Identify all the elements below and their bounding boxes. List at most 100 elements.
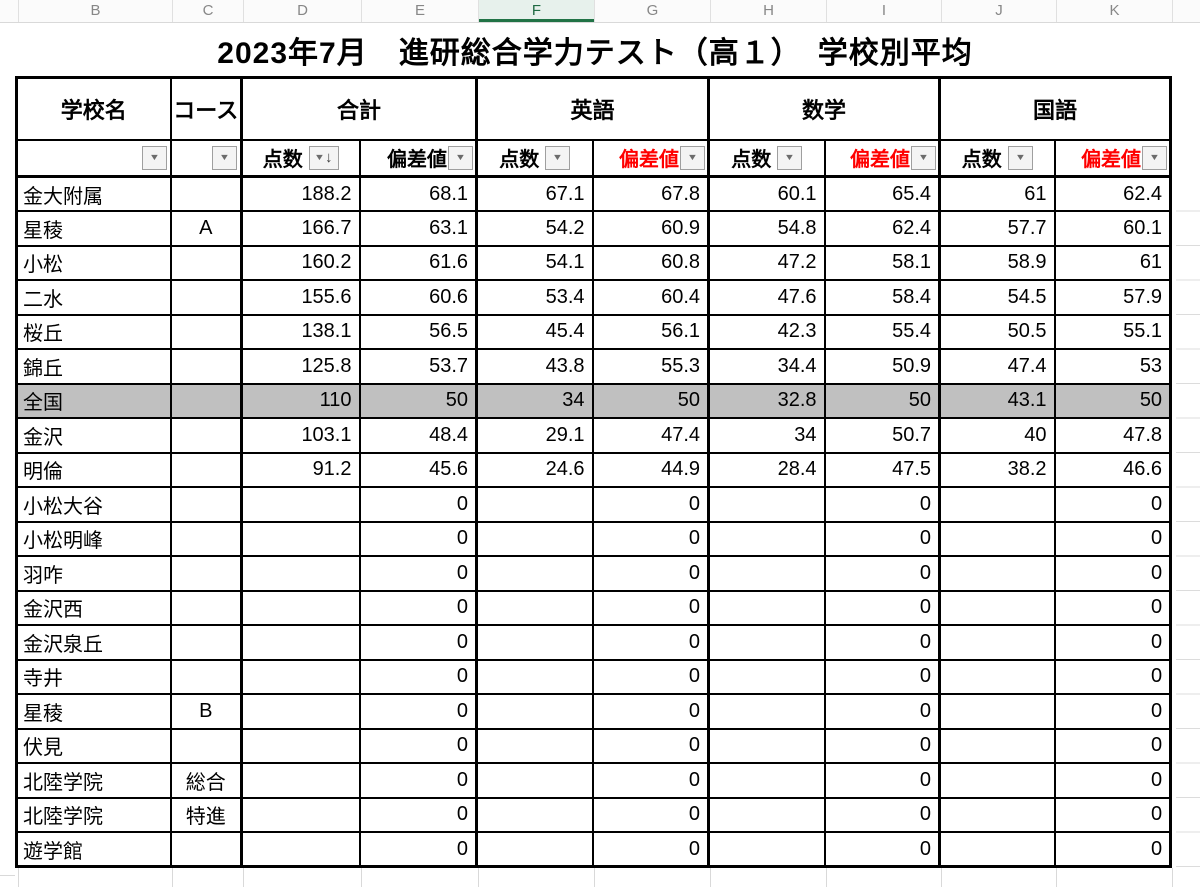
deviation-cell[interactable]: 0 (591, 624, 710, 661)
school-cell[interactable]: 伏見 (15, 727, 172, 764)
school-cell[interactable]: 金沢 (15, 417, 172, 454)
score-cell[interactable] (475, 796, 594, 833)
deviation-cell[interactable]: 0 (591, 762, 710, 799)
school-cell[interactable]: 金大附属 (15, 175, 172, 212)
deviation-cell[interactable]: 62.4 (1053, 175, 1172, 212)
deviation-cell[interactable]: 0 (823, 727, 941, 764)
score-cell[interactable]: 125.8 (240, 348, 361, 385)
deviation-cell[interactable]: 0 (358, 762, 478, 799)
course-cell[interactable] (169, 279, 243, 316)
score-cell[interactable] (938, 555, 1056, 592)
deviation-cell[interactable]: 0 (823, 831, 941, 868)
deviation-cell[interactable]: 50 (591, 382, 710, 419)
score-cell[interactable]: 103.1 (240, 417, 361, 454)
score-cell[interactable] (475, 555, 594, 592)
score-cell[interactable] (475, 693, 594, 730)
score-cell[interactable] (240, 624, 361, 661)
score-cell[interactable]: 47.4 (938, 348, 1056, 385)
deviation-cell[interactable]: 55.4 (823, 313, 941, 350)
score-cell[interactable]: 40 (938, 417, 1056, 454)
score-cell[interactable] (240, 520, 361, 557)
deviation-cell[interactable]: 0 (591, 658, 710, 695)
school-cell[interactable]: 金沢西 (15, 589, 172, 626)
score-cell[interactable]: 50.5 (938, 313, 1056, 350)
school-cell[interactable]: 星稜 (15, 693, 172, 730)
filter-button-english-score[interactable]: ▼ (545, 145, 571, 170)
deviation-cell[interactable]: 46.6 (1053, 451, 1172, 488)
score-cell[interactable] (240, 693, 361, 730)
deviation-cell[interactable]: 0 (1053, 486, 1172, 523)
school-cell[interactable]: 小松大谷 (15, 486, 172, 523)
score-cell[interactable] (707, 693, 826, 730)
course-cell[interactable] (169, 175, 243, 212)
deviation-cell[interactable]: 53 (1053, 348, 1172, 385)
score-cell[interactable] (707, 520, 826, 557)
deviation-cell[interactable]: 0 (591, 520, 710, 557)
deviation-cell[interactable]: 0 (823, 762, 941, 799)
score-cell[interactable] (707, 624, 826, 661)
score-cell[interactable]: 54.1 (475, 244, 594, 281)
deviation-cell[interactable]: 56.1 (591, 313, 710, 350)
deviation-cell[interactable]: 0 (358, 589, 478, 626)
score-cell[interactable] (938, 658, 1056, 695)
score-cell[interactable]: 138.1 (240, 313, 361, 350)
score-cell[interactable]: 91.2 (240, 451, 361, 488)
deviation-cell[interactable]: 0 (358, 520, 478, 557)
score-cell[interactable] (240, 727, 361, 764)
score-cell[interactable]: 34 (707, 417, 826, 454)
filter-button-japanese-dev[interactable]: ▼ (1142, 145, 1168, 170)
score-cell[interactable] (475, 658, 594, 695)
school-cell[interactable]: 北陸学院 (15, 762, 172, 799)
school-cell[interactable]: 全国 (15, 382, 172, 419)
course-cell[interactable] (169, 831, 243, 868)
column-header-C[interactable]: C (172, 0, 243, 22)
score-cell[interactable] (475, 831, 594, 868)
school-cell[interactable]: 小松 (15, 244, 172, 281)
school-cell[interactable]: 星稜 (15, 210, 172, 247)
score-cell[interactable]: 58.9 (938, 244, 1056, 281)
deviation-cell[interactable]: 0 (823, 658, 941, 695)
deviation-cell[interactable]: 0 (1053, 658, 1172, 695)
course-cell[interactable]: 特進 (169, 796, 243, 833)
deviation-cell[interactable]: 0 (591, 727, 710, 764)
column-header-I[interactable]: I (826, 0, 941, 22)
score-cell[interactable]: 45.4 (475, 313, 594, 350)
deviation-cell[interactable]: 53.7 (358, 348, 478, 385)
score-cell[interactable] (240, 486, 361, 523)
deviation-cell[interactable]: 0 (823, 624, 941, 661)
deviation-cell[interactable]: 0 (358, 555, 478, 592)
deviation-cell[interactable]: 0 (358, 486, 478, 523)
filter-button-total-dev[interactable]: ▼ (448, 145, 474, 170)
score-cell[interactable]: 61 (938, 175, 1056, 212)
score-cell[interactable]: 57.7 (938, 210, 1056, 247)
course-cell[interactable] (169, 486, 243, 523)
deviation-cell[interactable]: 67.8 (591, 175, 710, 212)
deviation-cell[interactable]: 50 (823, 382, 941, 419)
filter-button-math-dev[interactable]: ▼ (911, 145, 937, 170)
score-cell[interactable] (475, 624, 594, 661)
deviation-cell[interactable]: 47.4 (591, 417, 710, 454)
deviation-cell[interactable]: 47.5 (823, 451, 941, 488)
score-cell[interactable]: 42.3 (707, 313, 826, 350)
deviation-cell[interactable]: 60.4 (591, 279, 710, 316)
school-cell[interactable]: 寺井 (15, 658, 172, 695)
column-header-E[interactable]: E (361, 0, 478, 22)
deviation-cell[interactable]: 0 (358, 693, 478, 730)
course-cell[interactable] (169, 417, 243, 454)
score-cell[interactable]: 110 (240, 382, 361, 419)
score-cell[interactable] (475, 520, 594, 557)
score-cell[interactable] (240, 831, 361, 868)
score-cell[interactable] (707, 555, 826, 592)
school-cell[interactable]: 北陸学院 (15, 796, 172, 833)
course-cell[interactable]: B (169, 693, 243, 730)
deviation-cell[interactable]: 0 (1053, 624, 1172, 661)
school-cell[interactable]: 遊学館 (15, 831, 172, 868)
filter-button-school[interactable]: ▼ (141, 145, 167, 170)
deviation-cell[interactable]: 0 (358, 727, 478, 764)
column-header-J[interactable]: J (941, 0, 1056, 22)
column-header-F[interactable]: F (478, 0, 594, 22)
score-cell[interactable] (240, 762, 361, 799)
deviation-cell[interactable]: 55.1 (1053, 313, 1172, 350)
deviation-cell[interactable]: 0 (358, 658, 478, 695)
deviation-cell[interactable]: 57.9 (1053, 279, 1172, 316)
